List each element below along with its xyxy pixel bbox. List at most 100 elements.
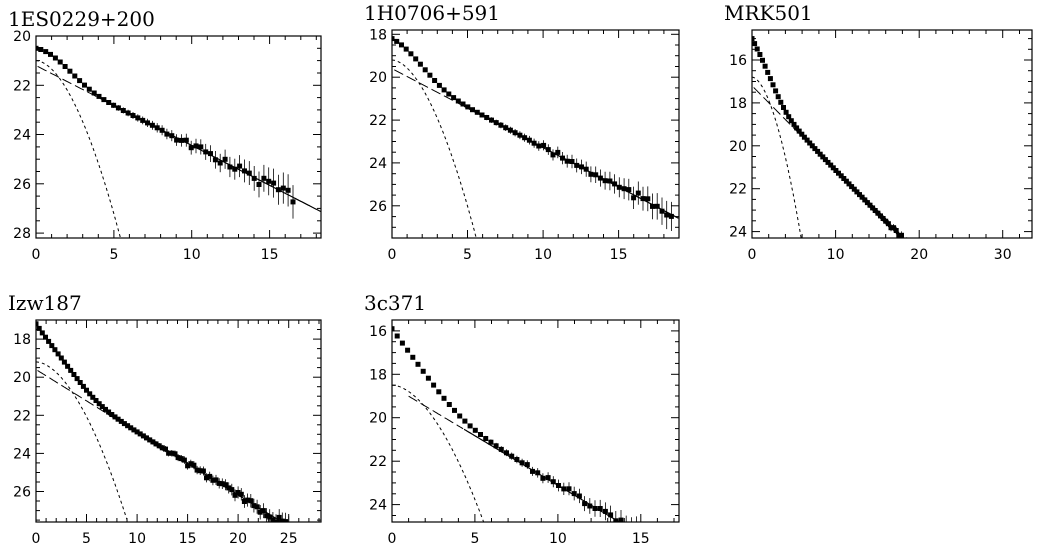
data-point <box>62 64 68 69</box>
data-point <box>43 49 49 55</box>
data-point <box>121 421 127 427</box>
data-point <box>883 218 889 224</box>
data-point <box>436 82 442 88</box>
data-point <box>279 518 285 522</box>
data-point <box>144 435 149 441</box>
data-point <box>38 47 44 52</box>
data-point <box>775 94 781 100</box>
data-point <box>207 473 213 479</box>
data-point <box>392 326 395 332</box>
data-point <box>843 178 849 184</box>
x-tick-label: 0 <box>32 247 41 263</box>
data-point <box>522 135 528 141</box>
y-tick-label: 22 <box>369 454 387 470</box>
data-point <box>399 340 405 346</box>
data-point <box>149 122 155 128</box>
chart-panel: 1ES0229+200 0 5 10 15 20 22 24 26 28 <box>8 7 322 263</box>
data-point <box>200 468 206 474</box>
data-point <box>43 334 48 340</box>
data-point <box>446 91 452 97</box>
data-point <box>526 137 532 143</box>
data-point <box>175 455 181 461</box>
data-point <box>210 477 216 483</box>
data-point <box>978 317 983 322</box>
plot-frame <box>391 29 680 239</box>
data-point <box>135 115 141 121</box>
data-point <box>493 120 499 126</box>
data-point <box>251 175 257 181</box>
data-point <box>101 97 107 103</box>
data-point <box>962 299 967 304</box>
data-point <box>986 320 991 325</box>
data-point <box>49 343 55 349</box>
y-tick-label: 22 <box>729 182 747 198</box>
data-point <box>635 190 641 196</box>
data-point <box>822 157 828 163</box>
data-point <box>545 475 551 481</box>
data-point <box>125 110 131 116</box>
data-point <box>457 413 463 419</box>
data-point <box>246 170 252 176</box>
data-point <box>812 146 818 152</box>
data-point <box>422 67 428 73</box>
data-point <box>80 383 86 389</box>
data-point <box>74 376 80 382</box>
data-point <box>93 398 99 403</box>
data-point <box>993 328 998 333</box>
data-point <box>1009 344 1014 349</box>
data-point <box>71 372 77 377</box>
data-point <box>612 181 618 187</box>
data-point <box>90 394 96 400</box>
data-point <box>996 331 1001 336</box>
data-point <box>179 137 184 143</box>
data-point <box>1017 359 1022 364</box>
data-point <box>493 443 499 449</box>
data-point <box>399 42 404 48</box>
data-point <box>99 404 105 410</box>
data-point <box>540 475 546 481</box>
data-point <box>212 157 218 163</box>
data-point <box>828 162 834 168</box>
data-point <box>975 312 980 317</box>
data-point <box>470 107 475 113</box>
data-point <box>174 137 180 143</box>
data-point <box>807 140 813 146</box>
data-point <box>183 137 189 143</box>
data-point <box>583 166 589 172</box>
data-point <box>597 175 603 181</box>
data-point <box>545 147 551 153</box>
data-point <box>125 423 131 429</box>
data-point <box>846 181 852 187</box>
y-tick-label: 20 <box>13 29 31 45</box>
x-tick-label: 25 <box>280 531 298 547</box>
data-point <box>959 294 964 299</box>
data-point <box>655 542 660 547</box>
data-point <box>150 439 156 445</box>
data-point <box>145 120 150 126</box>
data-point <box>1012 348 1017 353</box>
data-point <box>172 451 178 457</box>
data-point <box>949 282 954 287</box>
data-point <box>91 90 97 96</box>
data-point <box>1004 345 1009 350</box>
data-point <box>415 361 421 367</box>
data-point <box>52 55 58 61</box>
data-point <box>564 158 570 164</box>
data-point <box>115 105 121 111</box>
data-point <box>965 305 970 310</box>
bulge-component-curve <box>392 59 477 238</box>
data-point <box>208 151 213 157</box>
y-tick-label: 26 <box>13 177 31 193</box>
data-point <box>84 387 89 393</box>
data-point <box>159 127 165 133</box>
data-point <box>941 278 946 283</box>
data-point <box>467 423 473 429</box>
y-tick-label: 26 <box>369 199 387 215</box>
data-point <box>275 187 281 193</box>
data-point <box>270 517 276 522</box>
data-point <box>256 182 262 187</box>
data-point <box>862 197 868 203</box>
data-point <box>841 176 847 181</box>
data-point <box>451 95 457 101</box>
data-point <box>82 82 87 88</box>
